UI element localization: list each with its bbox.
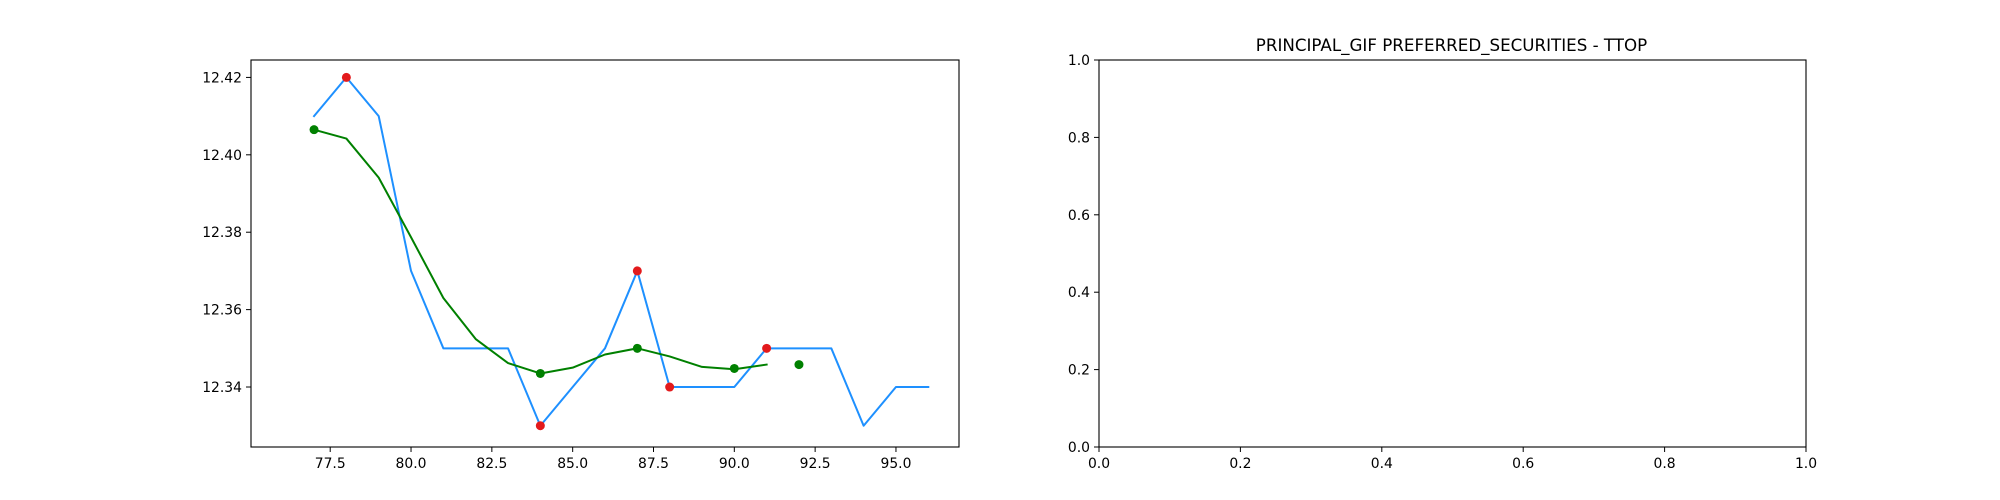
price-chart-x-tick-label: 82.5	[476, 456, 507, 472]
price-chart-x-tick-label: 95.0	[880, 456, 911, 472]
price-chart-series-2-point	[632, 266, 642, 276]
price-chart-series-2-point	[665, 382, 675, 392]
ttop-chart-y-ticks: 0.0 0.2 0.4 0.6 0.8 1.0	[1068, 53, 1099, 456]
ttop-chart-x-tick-label: 0.4	[1371, 456, 1393, 472]
price-chart-axes: 77.5 80.0 82.5 85.0 87.5 90.0 92.5 95.0 12.3412…	[202, 59, 960, 472]
ttop-chart-x-ticks: 0.0 0.2 0.4 0.6 0.8 1.0	[1088, 447, 1817, 472]
price-chart-x-tick-label: 80.0	[396, 456, 427, 472]
price-chart-series-3-point	[535, 368, 545, 378]
price-chart-y-tick-label: 12.34	[202, 380, 242, 396]
price-chart-y-tick-label: 12.40	[202, 148, 242, 164]
price-chart-x-tick-label: 87.5	[638, 456, 669, 472]
ttop-chart-x-tick-label: 0.8	[1654, 456, 1676, 472]
price-chart-frame	[250, 59, 960, 448]
ttop-chart-y-tick-label: 0.4	[1068, 285, 1090, 301]
price-chart-x-tick-label: 77.5	[315, 456, 346, 472]
price-chart-x-ticks: 77.5 80.0 82.5 85.0 87.5 90.0 92.5 95.0	[315, 447, 911, 472]
ttop-chart-axes: 0.0 0.2 0.4 0.6 0.8 1.0 0.0 0.2 0.4 0.6 0.8 1.0 PR…	[1068, 35, 1817, 472]
ttop-chart-y-tick-label: 0.6	[1068, 208, 1090, 224]
ttop-chart-y-tick-label: 0.0	[1068, 440, 1090, 456]
ttop-chart-y-tick-label: 1.0	[1068, 53, 1090, 69]
price-chart-y-ticks: 12.34 12.36 12.38 12.40 12.42	[202, 70, 251, 396]
ttop-chart-y-tick-label: 0.8	[1068, 130, 1090, 146]
ttop-chart-x-tick-label: 1.0	[1795, 456, 1817, 472]
price-chart-series-3-point	[794, 360, 804, 370]
price-chart-y-tick-label: 12.36	[202, 303, 242, 319]
ttop-chart-title: PRINCIPAL_GIF PREFERRED_SECURITIES - TTO…	[1256, 35, 1647, 56]
price-chart-series-2-point	[762, 343, 772, 353]
price-chart-series-3-point	[729, 363, 739, 373]
price-chart-series-2-point	[535, 421, 545, 431]
ttop-chart-y-tick-label: 0.2	[1068, 363, 1090, 379]
price-chart-series-3-point	[632, 343, 642, 353]
price-chart-x-tick-label: 90.0	[719, 456, 750, 472]
ttop-chart-x-tick-label: 0.2	[1229, 456, 1251, 472]
ttop-chart-x-tick-label: 0.0	[1088, 456, 1110, 472]
ttop-chart-x-tick-label: 0.6	[1512, 456, 1534, 472]
price-chart-y-tick-label: 12.38	[202, 225, 242, 241]
price-chart-x-tick-label: 85.0	[557, 456, 588, 472]
price-chart-x-tick-label: 92.5	[800, 456, 831, 472]
price-chart-plot-area	[309, 72, 930, 431]
price-chart-series-3-point	[309, 125, 319, 135]
price-chart-y-tick-label: 12.42	[202, 70, 242, 86]
price-chart-series-0-line	[312, 76, 930, 427]
price-chart-series-2-point	[341, 72, 351, 82]
ttop-chart-frame	[1098, 59, 1807, 448]
